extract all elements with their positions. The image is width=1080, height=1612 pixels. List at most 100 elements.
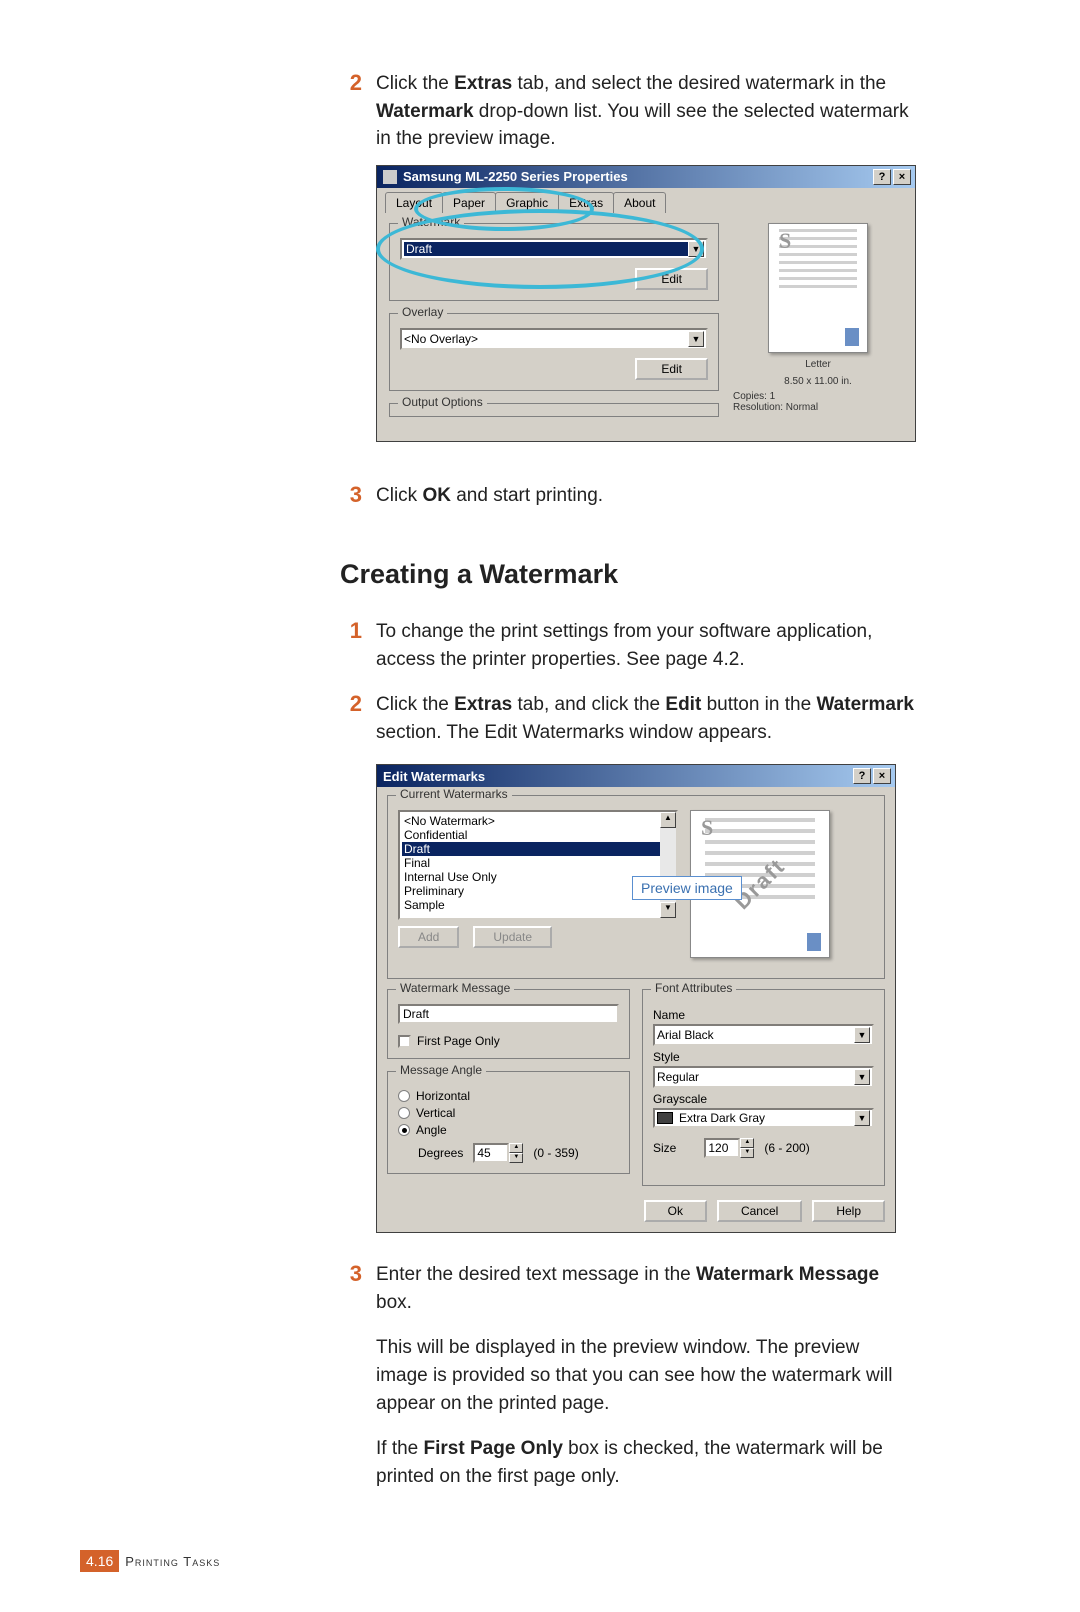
grayscale-combo[interactable]: Extra Dark Gray ▼ (653, 1108, 874, 1128)
step-number: 3 (340, 1261, 376, 1316)
spin-down-icon[interactable]: ▼ (740, 1148, 754, 1158)
spin-up-icon[interactable]: ▲ (509, 1143, 523, 1153)
list-item[interactable]: Confidential (402, 828, 674, 842)
step-number: 2 (340, 691, 376, 746)
list-item[interactable]: <No Watermark> (402, 814, 674, 828)
tab-strip: Layout Paper Graphic Extras About (377, 188, 915, 213)
tab-graphic[interactable]: Graphic (495, 192, 559, 213)
copies-info: Copies: 1 (733, 391, 903, 402)
size-label: Size (653, 1141, 676, 1155)
dropdown-arrow-icon[interactable]: ▼ (854, 1069, 870, 1085)
step-text: Enter the desired text message in the Wa… (376, 1261, 910, 1316)
overlay-group: Overlay <No Overlay> ▼ Edit (389, 313, 719, 391)
paragraph: If the First Page Only box is checked, t… (376, 1435, 916, 1490)
group-title: Current Watermarks (396, 787, 512, 801)
list-item[interactable]: Draft (402, 842, 674, 856)
font-name-combo[interactable]: Arial Black▼ (653, 1024, 874, 1046)
size-input[interactable] (704, 1138, 740, 1158)
preview-letter: S (779, 228, 791, 254)
paper-name: Letter (733, 359, 903, 370)
style-label: Style (653, 1050, 874, 1064)
checkbox-label: First Page Only (417, 1034, 500, 1048)
size-spinbox[interactable]: ▲▼ (704, 1138, 754, 1158)
ok-button[interactable]: Ok (644, 1200, 707, 1222)
page-number-badge: 4.16 (80, 1550, 119, 1572)
list-item[interactable]: Final (402, 856, 674, 870)
preview-letter: S (701, 815, 713, 841)
radio-horizontal[interactable] (398, 1090, 410, 1102)
help-button[interactable]: ? (853, 768, 871, 784)
overlay-combo[interactable]: <No Overlay> ▼ (400, 328, 708, 350)
scrollbar[interactable]: ▲ ▼ (660, 812, 676, 918)
step-number: 2 (340, 70, 376, 153)
resolution-info: Resolution: Normal (733, 402, 903, 413)
scroll-down-icon[interactable]: ▼ (660, 902, 676, 918)
radio-vertical[interactable] (398, 1107, 410, 1119)
spin-up-icon[interactable]: ▲ (740, 1138, 754, 1148)
titlebar: Samsung ML-2250 Series Properties ? × (377, 166, 915, 188)
callout-label: Preview image (632, 876, 742, 900)
degrees-label: Degrees (418, 1146, 463, 1160)
preview-pane: S (768, 223, 868, 353)
tab-about[interactable]: About (613, 192, 666, 213)
step-number: 1 (340, 618, 376, 673)
paragraph: This will be displayed in the preview wi… (376, 1334, 916, 1417)
group-title: Watermark Message (396, 981, 514, 995)
step-number: 3 (340, 482, 376, 510)
watermarks-listbox[interactable]: <No Watermark> Confidential Draft Final … (398, 810, 678, 920)
step-text: Click the Extras tab, and click the Edit… (376, 691, 920, 746)
add-button[interactable]: Add (398, 926, 459, 948)
tab-layout[interactable]: Layout (385, 192, 443, 213)
dropdown-arrow-icon[interactable]: ▼ (854, 1027, 870, 1043)
tab-paper[interactable]: Paper (442, 192, 496, 213)
scroll-up-icon[interactable]: ▲ (660, 812, 676, 828)
degrees-spinbox[interactable]: ▲▼ (473, 1143, 523, 1163)
font-attributes-group: Font Attributes Name Arial Black▼ Style … (642, 989, 885, 1186)
list-item[interactable]: Sample (402, 898, 674, 912)
preview-badge-icon (845, 328, 859, 346)
close-button[interactable]: × (873, 768, 891, 784)
group-title: Overlay (398, 305, 447, 319)
degrees-input[interactable] (473, 1143, 509, 1163)
section-heading: Creating a Watermark (340, 559, 1000, 590)
printer-icon (383, 170, 397, 184)
close-button[interactable]: × (893, 169, 911, 185)
edit-button[interactable]: Edit (635, 268, 708, 290)
titlebar: Edit Watermarks ? × (377, 765, 895, 787)
message-angle-group: Message Angle Horizontal Vertical Angle … (387, 1071, 630, 1174)
dropdown-arrow-icon[interactable]: ▼ (688, 241, 704, 257)
group-title: Font Attributes (651, 981, 736, 995)
radio-label: Angle (416, 1123, 447, 1137)
preview-badge-icon (807, 933, 821, 951)
help-button[interactable]: ? (873, 169, 891, 185)
watermark-group: Watermark Draft ▼ Edit (389, 223, 719, 301)
dropdown-arrow-icon[interactable]: ▼ (854, 1110, 870, 1126)
color-swatch-icon (657, 1112, 673, 1124)
watermark-combo[interactable]: Draft ▼ (400, 238, 708, 260)
radio-label: Vertical (416, 1106, 455, 1120)
output-options-group: Output Options (389, 403, 719, 417)
grayscale-label: Grayscale (653, 1092, 874, 1106)
dropdown-arrow-icon[interactable]: ▼ (688, 331, 704, 347)
properties-dialog: Samsung ML-2250 Series Properties ? × La… (376, 165, 916, 442)
dialog-title: Samsung ML-2250 Series Properties (403, 169, 873, 184)
tab-extras[interactable]: Extras (558, 192, 614, 213)
radio-angle[interactable] (398, 1124, 410, 1136)
section-name: Printing Tasks (125, 1554, 220, 1569)
cancel-button[interactable]: Cancel (717, 1200, 802, 1222)
step-text: To change the print settings from your s… (376, 618, 915, 673)
update-button[interactable]: Update (473, 926, 552, 948)
dialog-title: Edit Watermarks (383, 769, 853, 784)
spin-down-icon[interactable]: ▼ (509, 1153, 523, 1163)
font-style-combo[interactable]: Regular▼ (653, 1066, 874, 1088)
paper-size: 8.50 x 11.00 in. (733, 376, 903, 387)
watermark-message-input[interactable] (398, 1004, 619, 1024)
radio-label: Horizontal (416, 1089, 470, 1103)
group-title: Message Angle (396, 1063, 486, 1077)
step-text: Click OK and start printing. (376, 482, 910, 510)
help-button[interactable]: Help (812, 1200, 885, 1222)
edit-button[interactable]: Edit (635, 358, 708, 380)
first-page-checkbox[interactable] (398, 1035, 411, 1048)
watermark-message-group: Watermark Message First Page Only (387, 989, 630, 1059)
group-title: Output Options (398, 395, 487, 409)
